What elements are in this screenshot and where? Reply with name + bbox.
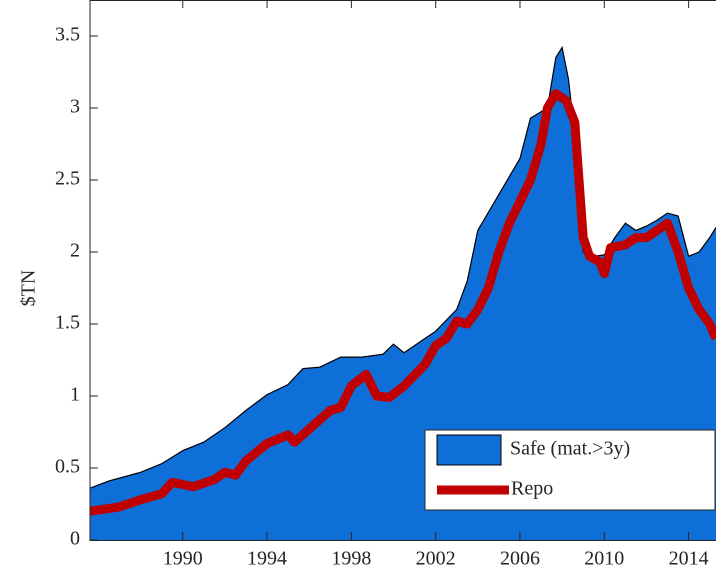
line xyxy=(89,89,716,516)
x-tick-label: 2002 xyxy=(416,548,456,570)
y-tick-label: 0 xyxy=(70,528,80,550)
x-tick-label: 1994 xyxy=(247,548,287,570)
x-tick-label: 2014 xyxy=(669,548,709,570)
y-tick-label: 3 xyxy=(70,96,80,118)
x-tick-label: 1998 xyxy=(331,548,371,570)
y-tick-label: 0.5 xyxy=(55,456,80,478)
x-tick-label: 2010 xyxy=(584,548,624,570)
y-tick-label: 1 xyxy=(70,384,80,406)
y-tick-label: 2.5 xyxy=(55,168,80,190)
area-edge xyxy=(89,45,716,489)
legend-swatch xyxy=(436,434,502,466)
y-tick-label: 1.5 xyxy=(55,312,80,334)
y-axis-label: $TN xyxy=(18,270,40,307)
x-tick-label: 2006 xyxy=(500,548,540,570)
area xyxy=(90,47,716,540)
legend-label: Repo xyxy=(511,478,553,500)
y-tick-label: 3.5 xyxy=(55,24,80,46)
legend-label: Safe (mat.>3y) xyxy=(510,438,630,460)
plot-frame xyxy=(89,0,716,541)
x-tick-label: 1990 xyxy=(163,548,203,570)
y-tick-label: 2 xyxy=(70,240,80,262)
